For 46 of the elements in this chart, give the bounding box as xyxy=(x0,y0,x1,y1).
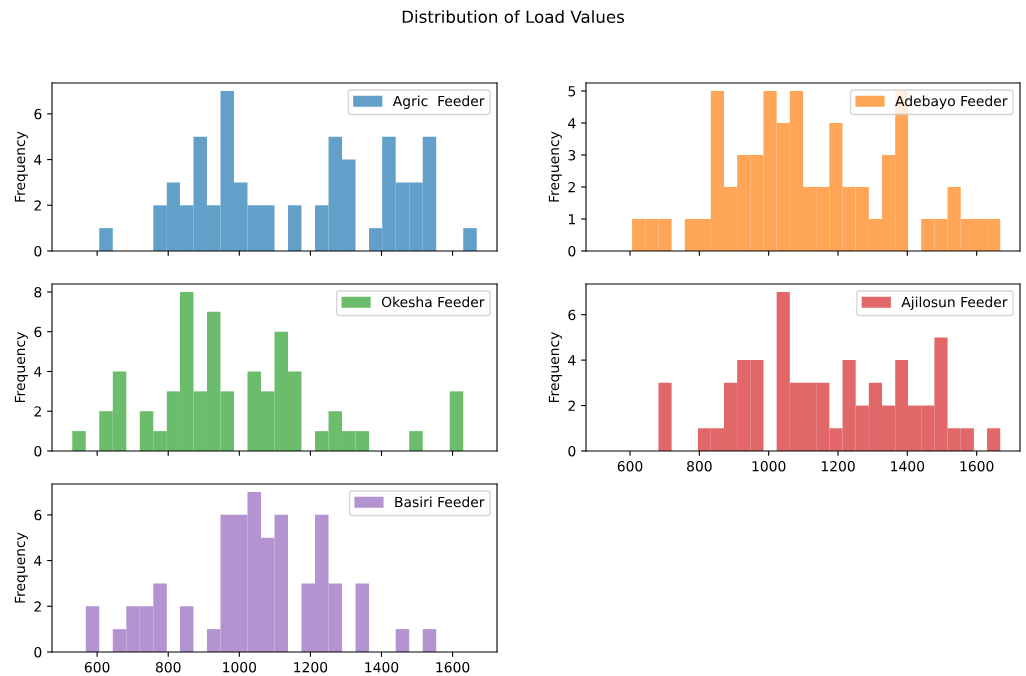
y-tick-label: 3 xyxy=(568,149,576,161)
legend-label: Okesha Feeder xyxy=(381,296,485,308)
x-tick-label: 1200 xyxy=(294,661,328,673)
y-tick-label: 6 xyxy=(34,509,42,521)
y-tick-label: 4 xyxy=(34,555,42,566)
y-tick-label: 2 xyxy=(34,406,41,417)
chart-title: Distribution of Load Values xyxy=(402,10,624,24)
y-tick-label: 4 xyxy=(568,355,576,366)
y-tick-label: 6 xyxy=(568,309,576,321)
y-tick-label: 2 xyxy=(34,601,41,612)
legend-label: Adebayo Feeder xyxy=(895,95,1008,109)
legend-label: Ajilosun Feeder xyxy=(901,296,1008,310)
x-tick-label: 1400 xyxy=(365,661,399,673)
y-tick-label: 1 xyxy=(568,214,575,225)
y-tick-label: 0 xyxy=(34,445,42,457)
y-tick-label: 6 xyxy=(34,108,42,120)
x-tick-label: 800 xyxy=(687,460,712,472)
y-tick-label: 6 xyxy=(34,326,42,338)
y-axis-title: Frequency xyxy=(548,332,562,403)
x-tick-label: 1400 xyxy=(891,460,925,472)
x-tick-label: 1200 xyxy=(821,460,855,472)
legend-label: Agric Feeder xyxy=(392,95,485,109)
y-tick-label: 0 xyxy=(34,646,42,658)
y-tick-label: 2 xyxy=(568,400,575,411)
x-tick-label: 1000 xyxy=(223,661,257,673)
y-axis-title: Frequency xyxy=(548,131,562,202)
y-axis-title: Frequency xyxy=(14,532,28,603)
y-tick-label: 0 xyxy=(568,245,576,257)
y-tick-label: 8 xyxy=(34,286,42,298)
y-tick-label: 4 xyxy=(568,118,576,129)
x-tick-label: 600 xyxy=(617,460,643,472)
x-tick-label: 1600 xyxy=(960,460,994,472)
y-tick-label: 5 xyxy=(568,86,576,97)
y-tick-label: 0 xyxy=(568,445,576,457)
y-axis-title: Frequency xyxy=(14,131,28,202)
x-tick-label: 1000 xyxy=(752,460,786,472)
y-axis-title: Frequency xyxy=(14,332,28,403)
y-tick-label: 4 xyxy=(34,366,42,377)
legend-label: Basiri Feeder xyxy=(395,496,485,508)
y-tick-label: 2 xyxy=(34,200,41,211)
y-tick-label: 4 xyxy=(34,154,42,165)
x-tick-label: 800 xyxy=(155,661,181,673)
x-tick-label: 600 xyxy=(84,661,110,673)
x-tick-label: 1600 xyxy=(436,661,470,673)
y-tick-label: 0 xyxy=(34,245,42,257)
y-tick-label: 2 xyxy=(568,181,575,193)
